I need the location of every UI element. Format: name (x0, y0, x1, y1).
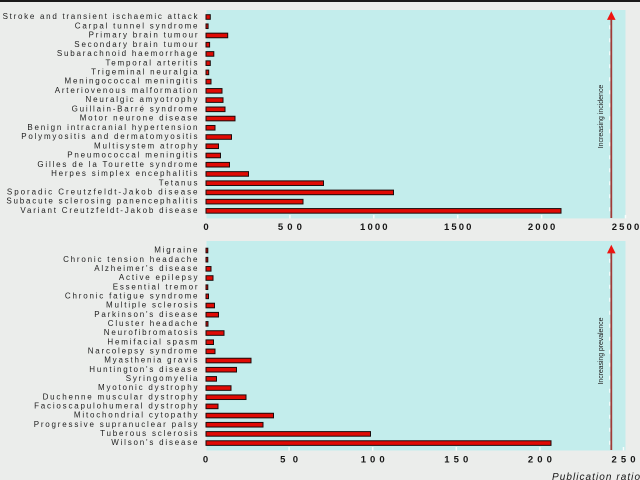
svg-text:Motor neurone disease: Motor neurone disease (80, 114, 198, 123)
svg-text:Huntington's disease: Huntington's disease (89, 365, 198, 374)
svg-text:Gilles de la Tourette syndrome: Gilles de la Tourette syndrome (37, 160, 198, 169)
svg-text:Facioscapulohumeral dystrophy: Facioscapulohumeral dystrophy (34, 401, 197, 410)
svg-text:Myotonic dystrophy: Myotonic dystrophy (98, 383, 198, 392)
svg-text:Essential tremor: Essential tremor (113, 282, 198, 291)
svg-text:150: 150 (444, 455, 468, 466)
svg-text:Subacute sclerosing panencepha: Subacute sclerosing panencephalitis (6, 197, 197, 206)
svg-text:Increasing incidence: Increasing incidence (598, 85, 605, 149)
svg-text:Primary brain tumour: Primary brain tumour (89, 31, 198, 40)
svg-text:Secondary brain tumour: Secondary brain tumour (74, 40, 198, 49)
svg-text:Carpal tunnel syndrome: Carpal tunnel syndrome (75, 21, 198, 30)
svg-text:Increasing prevalence: Increasing prevalence (598, 317, 605, 384)
svg-text:Polymyositis and dermatomyosit: Polymyositis and dermatomyositis (21, 132, 197, 141)
svg-text:Parkinson's disease: Parkinson's disease (94, 310, 198, 319)
svg-text:Stroke and transient ischaemic: Stroke and transient ischaemic attack (3, 12, 199, 21)
svg-text:Cluster headache: Cluster headache (108, 319, 198, 328)
svg-text:Hemifacial spasm: Hemifacial spasm (107, 337, 197, 346)
svg-text:Tuberous sclerosis: Tuberous sclerosis (100, 429, 197, 438)
svg-text:Variant Creutzfeldt-Jakob dise: Variant Creutzfeldt-Jakob disease (20, 206, 198, 215)
svg-text:Narcolepsy syndrome: Narcolepsy syndrome (88, 346, 198, 355)
svg-text:Publication ratio: Publication ratio (552, 472, 640, 480)
svg-text:200: 200 (528, 455, 552, 466)
svg-text:Neuralgic amyotrophy: Neuralgic amyotrophy (86, 95, 198, 104)
svg-text:100: 100 (361, 455, 385, 466)
svg-text:Alzheimer's disease: Alzheimer's disease (94, 264, 198, 273)
svg-text:500: 500 (278, 222, 302, 233)
svg-text:Syringomyelia: Syringomyelia (126, 374, 198, 383)
svg-text:0: 0 (203, 222, 208, 233)
svg-text:Subarachnoid haemorrhage: Subarachnoid haemorrhage (57, 49, 198, 58)
svg-text:Progressive supranuclear palsy: Progressive supranuclear palsy (34, 420, 198, 429)
svg-text:Myasthenia gravis: Myasthenia gravis (104, 356, 197, 365)
svg-text:Meningococcal meningitis: Meningococcal meningitis (65, 77, 198, 86)
svg-text:Neurofibromatosis: Neurofibromatosis (104, 328, 198, 337)
svg-text:Multiple sclerosis: Multiple sclerosis (106, 301, 198, 310)
svg-text:Benign intracranial hypertensi: Benign intracranial hypertension (27, 123, 197, 132)
svg-text:0: 0 (203, 455, 208, 466)
svg-text:Guillain-Barré syndrome: Guillain-Barré syndrome (72, 104, 198, 113)
svg-text:Duchenne muscular dystrophy: Duchenne muscular dystrophy (43, 392, 198, 401)
svg-text:Migraine: Migraine (154, 246, 198, 255)
svg-text:Pneumococcal meningitis: Pneumococcal meningitis (67, 151, 197, 160)
svg-text:Mitochondrial cytopathy: Mitochondrial cytopathy (74, 411, 198, 420)
svg-text:250: 250 (612, 455, 636, 466)
svg-text:Chronic tension headache: Chronic tension headache (63, 255, 198, 264)
svg-text:Tetanus: Tetanus (159, 178, 198, 187)
svg-text:Wilson's disease: Wilson's disease (111, 438, 198, 447)
svg-text:Active epilepsy: Active epilepsy (119, 273, 198, 282)
